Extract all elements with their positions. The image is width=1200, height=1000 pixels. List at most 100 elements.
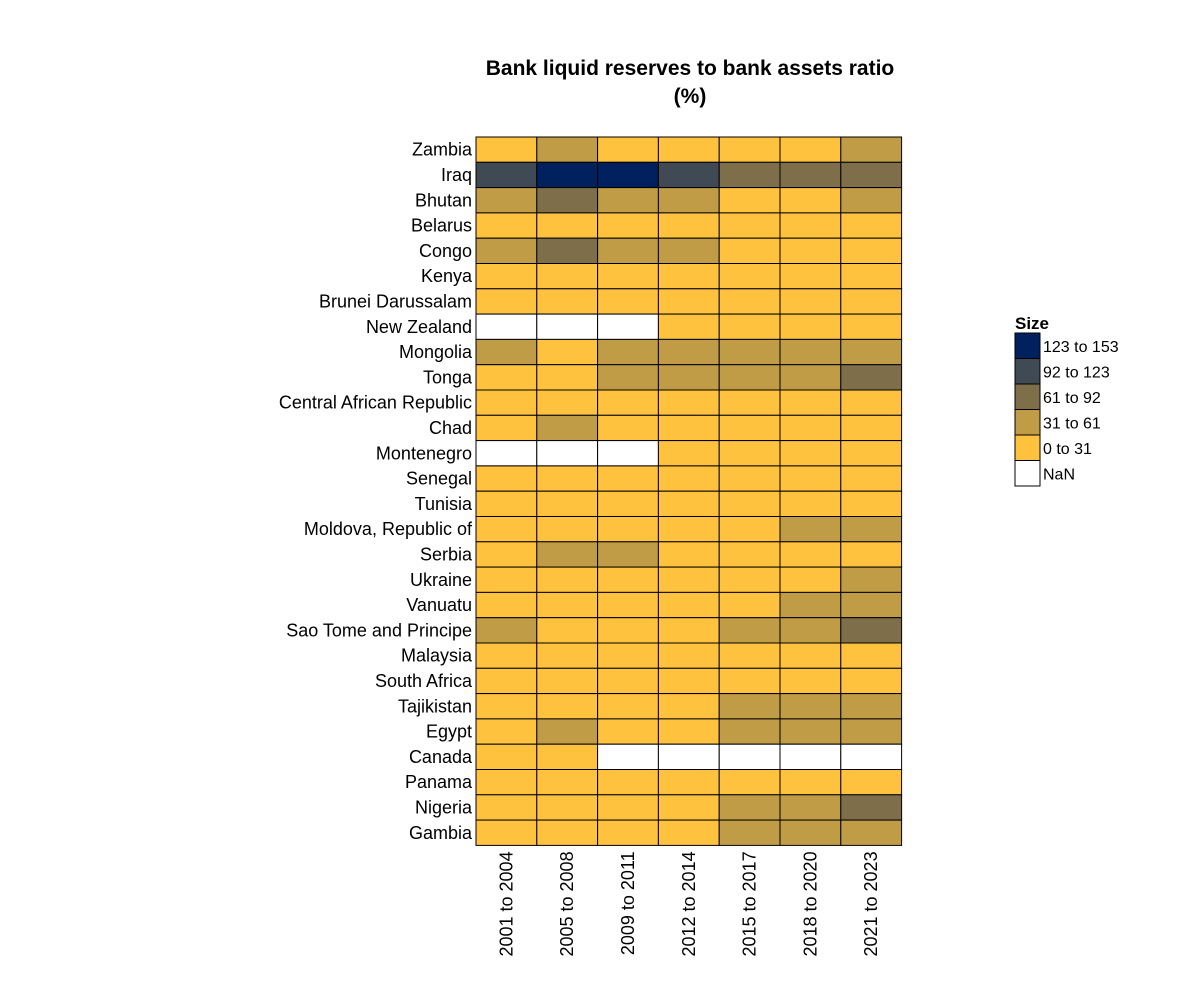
heatmap-cell [840,769,903,796]
heatmap-cell [718,617,781,644]
heatmap-cell [718,819,781,846]
heatmap-cell [536,516,599,543]
x-tick-label: 2001 to 2004 [496,851,516,956]
legend-label: 61 to 92 [1043,390,1101,407]
chart-title: Bank liquid reserves to bank assets rati… [485,57,895,80]
legend-swatch [1014,358,1041,385]
heatmap-cell [657,288,720,315]
y-tick-label: Senegal [406,469,472,489]
heatmap-cell [475,237,538,264]
heatmap-cell [597,161,659,189]
heatmap-cell [840,237,903,264]
heatmap-cell [657,490,720,518]
heatmap-cell [597,338,659,366]
heatmap-cell [779,617,842,644]
heatmap-cell [718,237,781,264]
heatmap-cell [657,161,720,189]
heatmap-cell [779,288,842,315]
heatmap-cell [840,465,903,492]
y-tick-label: Egypt [426,722,472,742]
heatmap-cell [840,667,903,695]
heatmap-cell [840,617,903,644]
heatmap-cell [475,566,538,593]
heatmap-cell [536,440,599,467]
y-tick-label: Vanuatu [406,595,472,615]
heatmap-cell [536,465,599,492]
heatmap-cell [597,313,659,340]
heatmap-cell [536,389,599,416]
heatmap-cell [597,263,659,290]
heatmap-cell [597,541,659,568]
heatmap-cell [657,313,720,340]
heatmap-cell [597,819,659,846]
heatmap-cell [779,642,842,669]
heatmap-cell [718,769,781,796]
heatmap-cell [779,440,842,467]
heatmap-cell [779,364,842,391]
heatmap-cell [657,136,720,163]
heatmap-cell [718,693,781,720]
heatmap-cell [536,591,599,619]
heatmap-cell [475,364,538,391]
y-tick-label: Serbia [420,544,473,564]
heatmap-cell [475,465,538,492]
heatmap-cell [718,743,781,771]
heatmap-cell [475,693,538,720]
heatmap-cell [475,389,538,416]
heatmap-cell [475,313,538,340]
heatmap-cell [475,161,538,189]
heatmap-cell [657,642,720,669]
heatmap-cell [779,237,842,264]
legend-label: 0 to 31 [1043,441,1092,458]
heatmap-cell [718,288,781,315]
y-tick-label: Panama [405,772,473,792]
heatmap-cell [597,591,659,619]
heatmap-cell [597,440,659,467]
heatmap-cell [718,187,781,214]
legend-label: NaN [1043,466,1075,483]
heatmap-cell [475,591,538,619]
heatmap-cell [779,693,842,720]
y-tick-label: Congo [419,241,472,261]
heatmap-cell [597,364,659,391]
legend-swatch [1014,409,1041,436]
y-tick-label: Zambia [412,140,473,160]
y-tick-label: Central African Republic [279,393,472,413]
y-tick-label: Tonga [423,367,473,387]
heatmap-cell [657,440,720,467]
heatmap-cell [718,338,781,366]
heatmap-cell [657,414,720,442]
y-tick-label: South Africa [375,671,473,691]
heatmap-cell [779,187,842,214]
heatmap-cell [657,566,720,593]
heatmap-cell [597,187,659,214]
heatmap-cell [718,440,781,467]
y-tick-label: Chad [429,418,472,438]
heatmap-cell [475,667,538,695]
heatmap-cell [536,667,599,695]
y-axis-labels: Zambia Iraq Bhutan Belarus Congo Kenya Brunei … [279,140,473,843]
heatmap-cell [779,516,842,543]
heatmap-cell [718,212,781,239]
heatmap-cell [475,288,538,315]
x-tick-label: 2021 to 2023 [861,851,881,956]
legend-swatch [1014,383,1041,410]
legend-swatch [1014,460,1041,487]
heatmap-cell [597,212,659,239]
heatmap-cell [536,693,599,720]
legend: Size 123 to 153 92 to 123 61 to 92 31 to 61… [1014,314,1119,487]
heatmap-cell [657,338,720,366]
heatmap-cell [597,516,659,543]
heatmap-cell [840,161,903,189]
heatmap-cell [475,136,538,163]
heatmap-cell [779,161,842,189]
heatmap-cell [536,617,599,644]
heatmap-cell [718,667,781,695]
heatmap-cell [475,263,538,290]
x-tick-label: 2009 to 2011 [618,851,638,955]
heatmap-cell [597,566,659,593]
heatmap-cell [779,389,842,416]
heatmap-cell [597,718,659,745]
heatmap-cell [840,364,903,391]
heatmap-cell [657,541,720,568]
